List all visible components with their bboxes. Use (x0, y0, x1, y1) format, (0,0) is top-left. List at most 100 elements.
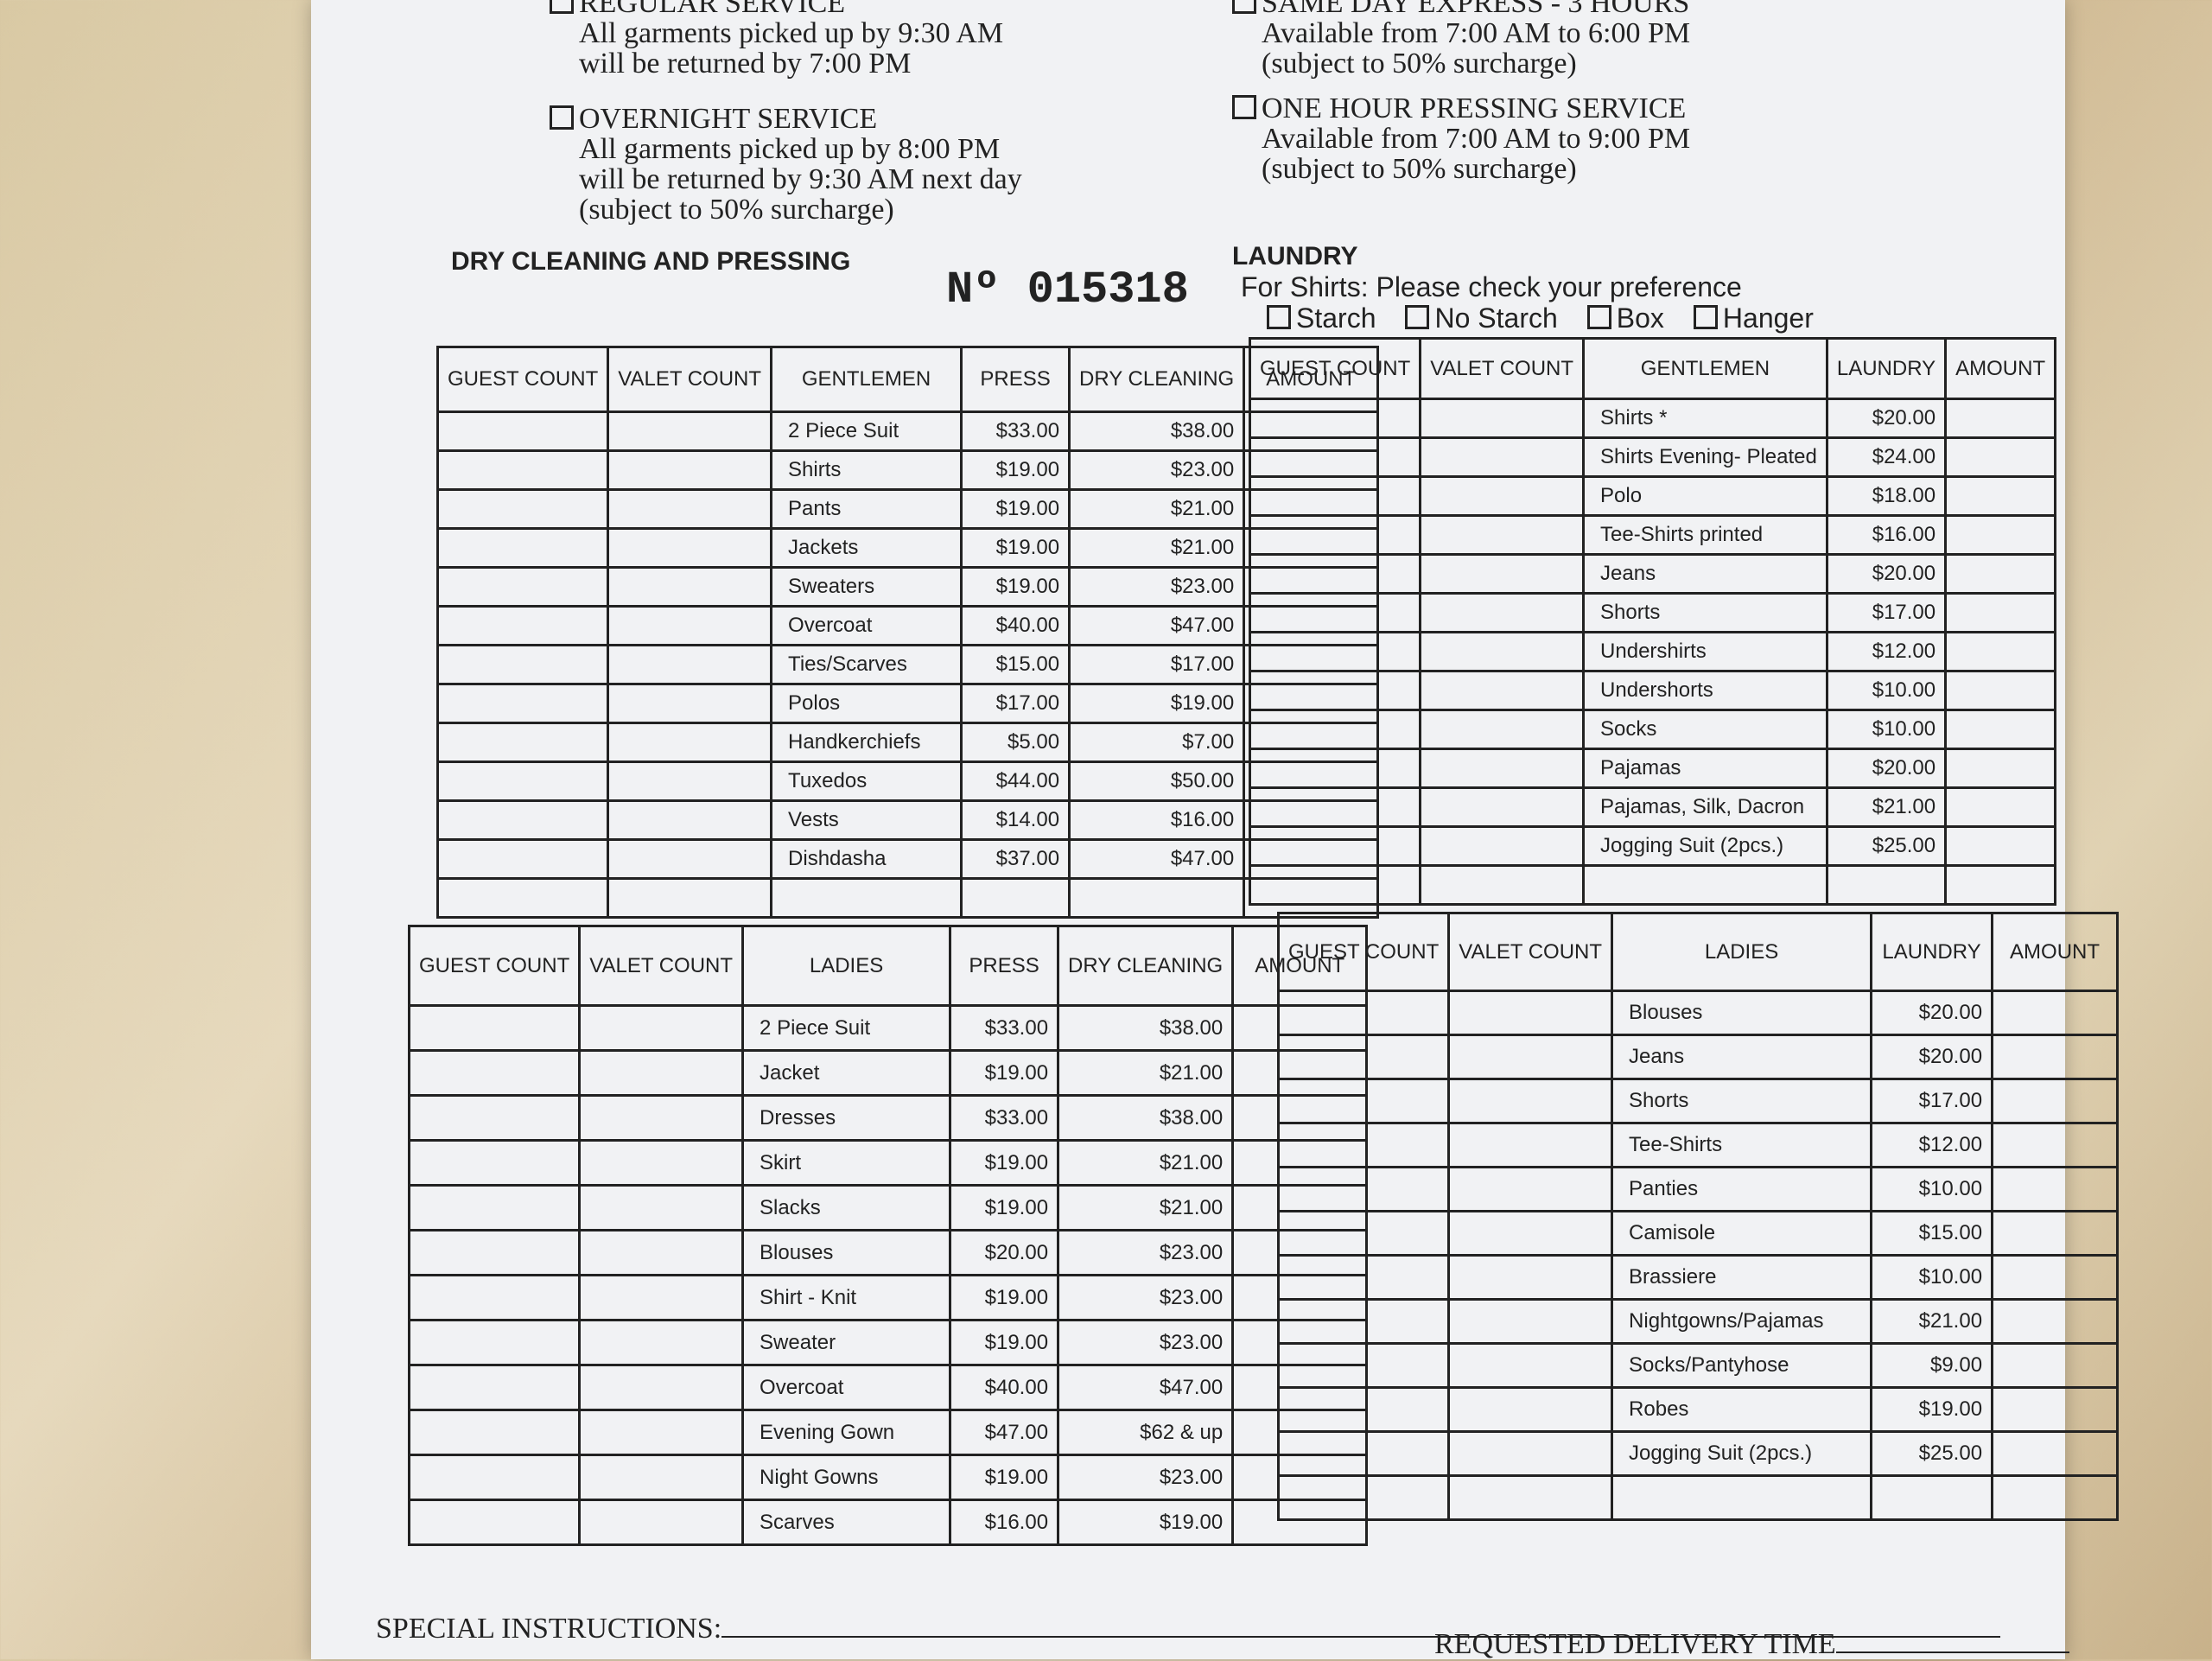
price: $19.00 (949, 1274, 1060, 1321)
price: $18.00 (1825, 475, 1948, 517)
row: Undershorts $10.00 (1248, 670, 2057, 711)
price: $24.00 (1825, 436, 1948, 478)
blank-cell (1248, 670, 1422, 711)
checkbox (550, 105, 574, 130)
item: Pajamas, Silk, Dacron (1582, 786, 1828, 828)
blank-cell (1991, 1254, 2120, 1301)
blank-cell (1991, 1298, 2120, 1345)
item: 2 Piece Suit (770, 410, 963, 452)
header-cell: GUEST COUNT (407, 925, 582, 1007)
service-line: (subject to 50% surcharge) (1262, 153, 1577, 185)
blank-cell (1944, 786, 2057, 828)
blank-cell (1248, 825, 1422, 867)
blank-cell (407, 1049, 582, 1097)
item: Shirts (770, 449, 963, 491)
row: Socks $10.00 (1248, 709, 2057, 750)
blank-cell (1276, 1430, 1451, 1477)
blank-cell (1825, 864, 1948, 906)
item: Scarves (741, 1499, 952, 1546)
price: $44.00 (960, 760, 1071, 802)
row: Sweater $19.00 $23.00 (407, 1319, 1369, 1366)
item: Undershirts (1582, 631, 1828, 672)
title: REGULAR SERVICE (579, 0, 846, 19)
blank-cell (1419, 709, 1586, 750)
price: $21.00 (1057, 1139, 1235, 1187)
blank-cell (1248, 475, 1422, 517)
blank-cell (1447, 1078, 1614, 1124)
price: $19.00 (1057, 1499, 1235, 1546)
price: $19.00 (1870, 1386, 1994, 1433)
blank-cell (1276, 1342, 1451, 1389)
blank-cell (1419, 514, 1586, 556)
price: $47.00 (1057, 1364, 1235, 1411)
label: SPECIAL INSTRUCTIONS: (376, 1613, 722, 1645)
item: Pajamas (1582, 748, 1828, 789)
row: Nightgowns/Pajamas $21.00 (1276, 1298, 2120, 1345)
row: Vests $14.00 $16.00 (435, 799, 1380, 841)
price: $38.00 (1057, 1004, 1235, 1052)
item: Tuxedos (770, 760, 963, 802)
blank-cell (1248, 592, 1422, 633)
blank-cell (1248, 631, 1422, 672)
blank-cell (578, 1049, 745, 1097)
blank-cell (1447, 1298, 1614, 1345)
row: Pajamas $20.00 (1248, 748, 2057, 789)
blank-cell (1944, 553, 2057, 595)
price: $16.00 (1068, 799, 1246, 841)
service: SAME DAY EXPRESS - 3 HOURS Available from… (1232, 0, 1690, 79)
price: $33.00 (960, 410, 1071, 452)
option-label: Starch (1296, 302, 1376, 334)
price: $10.00 (1825, 709, 1948, 750)
blank-cell (407, 1094, 582, 1142)
price: $17.00 (960, 683, 1071, 724)
blank-cell (407, 1409, 582, 1456)
row: Shirts Evening- Pleated $24.00 (1248, 436, 2057, 478)
item: Tee-Shirts printed (1582, 514, 1828, 556)
header-cell: LAUNDRY (1825, 337, 1948, 400)
item: Handkerchiefs (770, 722, 963, 763)
row: Jeans $20.00 (1276, 1034, 2120, 1080)
price: $23.00 (1057, 1454, 1235, 1501)
item: Evening Gown (741, 1409, 952, 1456)
row: 2 Piece Suit $33.00 $38.00 (435, 410, 1380, 452)
service-line: will be returned by 9:30 AM next day (579, 163, 1022, 195)
blank-cell (1248, 864, 1422, 906)
price: $38.00 (1057, 1094, 1235, 1142)
row: Overcoat $40.00 $47.00 (435, 605, 1380, 646)
row: Jeans $20.00 (1248, 553, 2057, 595)
blank-cell (1991, 1166, 2120, 1212)
blank-cell (607, 838, 773, 880)
price: $12.00 (1825, 631, 1948, 672)
price: $19.00 (960, 527, 1071, 569)
blank-cell (407, 1454, 582, 1501)
item: Robes (1611, 1386, 1873, 1433)
blank-cell (1944, 475, 2057, 517)
row: Jogging Suit (2pcs.) $25.00 (1248, 825, 2057, 867)
item: Slacks (741, 1184, 952, 1231)
blank-cell (578, 1139, 745, 1187)
row: Polos $17.00 $19.00 (435, 683, 1380, 724)
header-cell: GENTLEMEN (770, 346, 963, 413)
blank-cell (607, 877, 773, 919)
blank-cell (607, 799, 773, 841)
blank-cell (1276, 1078, 1451, 1124)
item: Brassiere (1611, 1254, 1873, 1301)
header-cell: LADIES (1611, 912, 1873, 992)
blank-cell (578, 1319, 745, 1366)
fill-line (721, 1636, 2001, 1638)
blank-cell (1944, 514, 2057, 556)
blank-cell (1991, 990, 2120, 1036)
blank-cell (607, 449, 773, 491)
row: Shirts $19.00 $23.00 (435, 449, 1380, 491)
blank-cell (1944, 670, 2057, 711)
price: $20.00 (1870, 990, 1994, 1036)
blank-cell (1419, 436, 1586, 478)
blank-cell (1419, 670, 1586, 711)
blank-cell (435, 527, 610, 569)
row: Tee-Shirts $12.00 (1276, 1122, 2120, 1168)
service: REGULAR SERVICE All garments picked up by… (550, 0, 1003, 79)
blank-cell (1991, 1342, 2120, 1389)
label: REQUESTED DELIVERY TIME (1434, 1628, 1836, 1660)
blank-cell (578, 1274, 745, 1321)
blank-cell (607, 566, 773, 608)
